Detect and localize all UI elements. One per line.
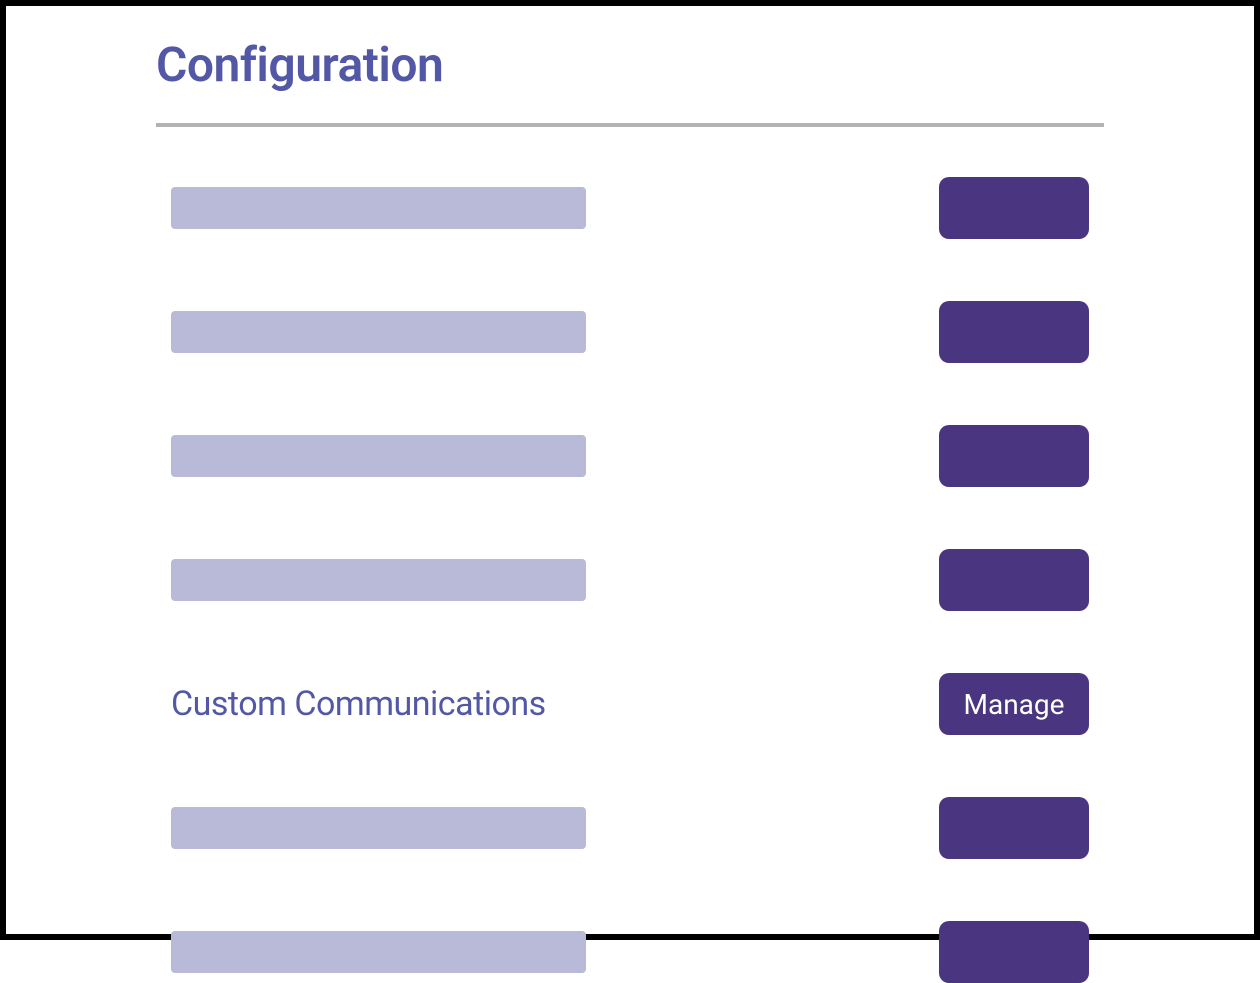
manage-button[interactable]: Manage xyxy=(939,673,1089,735)
config-label-placeholder xyxy=(171,559,586,601)
divider xyxy=(156,123,1104,127)
config-label-placeholder xyxy=(171,435,586,477)
config-row xyxy=(171,797,1089,859)
config-row xyxy=(171,301,1089,363)
config-label-placeholder xyxy=(171,187,586,229)
page-title: Configuration xyxy=(156,36,1104,93)
config-row xyxy=(171,549,1089,611)
config-row xyxy=(171,921,1089,983)
config-button[interactable] xyxy=(939,301,1089,363)
config-row xyxy=(171,425,1089,487)
config-label-custom-communications: Custom Communications xyxy=(171,684,546,724)
config-button[interactable] xyxy=(939,177,1089,239)
config-button[interactable] xyxy=(939,549,1089,611)
config-button[interactable] xyxy=(939,425,1089,487)
config-label-placeholder xyxy=(171,931,586,973)
config-row xyxy=(171,177,1089,239)
config-row-custom-communications: Custom Communications Manage xyxy=(171,673,1089,735)
config-label-placeholder xyxy=(171,807,586,849)
config-list: Custom Communications Manage xyxy=(156,177,1104,983)
config-label-placeholder xyxy=(171,311,586,353)
config-frame: Configuration Custom Communications Mana… xyxy=(0,0,1260,940)
config-button[interactable] xyxy=(939,797,1089,859)
config-button[interactable] xyxy=(939,921,1089,983)
